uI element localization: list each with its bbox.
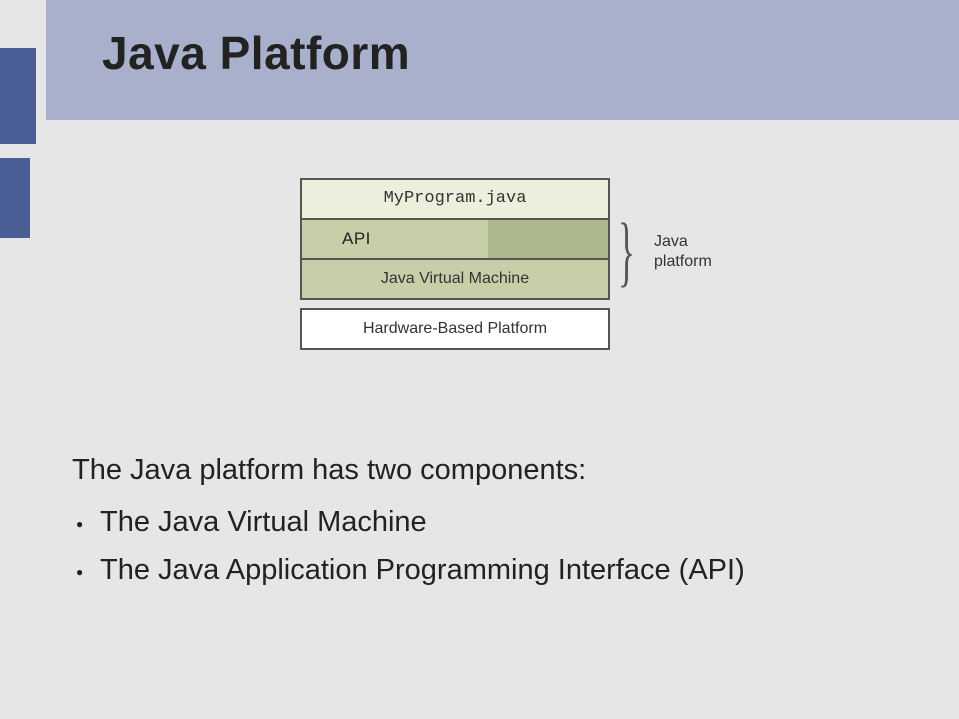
diagram-row-program: MyProgram.java <box>300 178 610 220</box>
diagram-row-hardware: Hardware-Based Platform <box>300 308 610 350</box>
brace-icon: } <box>618 216 635 286</box>
platform-diagram: MyProgram.java API Java Virtual Machine … <box>300 178 740 388</box>
brace-label: Java platform <box>654 232 712 272</box>
body-text: The Java platform has two components: Th… <box>72 446 887 594</box>
diagram-row-jvm: Java Virtual Machine <box>300 258 610 300</box>
slide-title: Java Platform <box>102 26 410 80</box>
body-intro: The Java platform has two components: <box>72 446 887 494</box>
slide-header: Java Platform <box>46 0 959 120</box>
brace-label-line2: platform <box>654 253 712 270</box>
side-block-upper <box>0 48 36 144</box>
body-bullet-1: The Java Virtual Machine <box>72 498 887 546</box>
side-block-lower <box>0 158 30 238</box>
diagram-row-api: API <box>300 218 610 260</box>
brace-label-line1: Java <box>654 233 688 250</box>
body-bullet-2: The Java Application Programming Interfa… <box>72 546 887 594</box>
